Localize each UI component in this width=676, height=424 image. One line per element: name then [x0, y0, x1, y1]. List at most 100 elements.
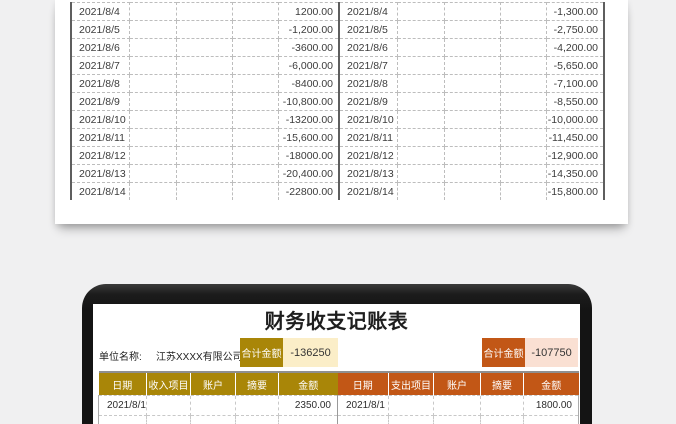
empty-cell	[397, 129, 444, 147]
table-row: 2021/8/5 -1,200.00 2021/8/5 -2,750.00	[71, 21, 604, 39]
table-row: 2021/8/11 -15,600.00 2021/8/11 -11,450.0…	[71, 129, 604, 147]
empty-cell	[397, 21, 444, 39]
table-row: 2021/8/7 -6,000.00 2021/8/7 -5,650.00	[71, 57, 604, 75]
header-expense-date: 日期	[338, 372, 389, 396]
empty-cell	[176, 147, 232, 165]
empty-cell	[397, 147, 444, 165]
empty-cell	[232, 39, 278, 57]
empty-cell	[444, 3, 500, 21]
top-ledger-table: 2021/8/4 1200.00 2021/8/4 -1,300.00 2021…	[70, 2, 605, 200]
income-date-cell: 2021/8/12	[71, 147, 129, 165]
empty-cell	[129, 165, 176, 183]
expense-amount-cell: -4,200.00	[546, 39, 604, 57]
income-amount-cell: -13200.00	[278, 111, 339, 129]
income-total-label-badge: 合计金额	[240, 338, 283, 367]
empty-cell	[232, 165, 278, 183]
empty-cell	[176, 75, 232, 93]
ledger-sheet-preview: 2021/8/4 1200.00 2021/8/4 -1,300.00 2021…	[55, 0, 628, 224]
expense-amount-cell: -11,450.00	[546, 129, 604, 147]
expense-amount-cell: -7,100.00	[546, 75, 604, 93]
empty-cell	[338, 416, 389, 424]
top-ledger-rows: 2021/8/4 1200.00 2021/8/4 -1,300.00 2021…	[71, 3, 604, 201]
empty-cell	[176, 39, 232, 57]
income-amount-cell: -8400.00	[278, 75, 339, 93]
empty-cell	[232, 3, 278, 21]
table-row: 2021/8/14 -22800.00 2021/8/14 -15,800.00	[71, 183, 604, 201]
income-amount-cell: -15,600.00	[278, 129, 339, 147]
income-amount-cell: -3600.00	[278, 39, 339, 57]
income-total-value: -136250	[283, 338, 338, 367]
table-row: 2021/8/9 -10,800.00 2021/8/9 -8,550.00	[71, 93, 604, 111]
empty-cell	[232, 93, 278, 111]
empty-cell	[500, 129, 546, 147]
empty-cell	[444, 39, 500, 57]
income-amount-cell: -18000.00	[278, 147, 339, 165]
empty-cell	[176, 111, 232, 129]
expense-amount-cell: -2,750.00	[546, 21, 604, 39]
empty-cell	[176, 93, 232, 111]
empty-cell	[147, 416, 191, 424]
empty-cell	[191, 396, 236, 416]
expense-date-cell: 2021/8/4	[339, 3, 397, 21]
expense-amount-cell: -15,800.00	[546, 183, 604, 201]
expense-total-label-badge: 合计金额	[482, 338, 525, 367]
empty-cell	[129, 183, 176, 201]
header-expense-summary: 摘要	[481, 372, 524, 396]
empty-cell	[232, 21, 278, 39]
expense-amount-cell: -5,650.00	[546, 57, 604, 75]
empty-cell	[500, 93, 546, 111]
empty-cell	[481, 416, 524, 424]
empty-cell	[279, 416, 338, 424]
empty-cell	[176, 3, 232, 21]
empty-cell	[444, 165, 500, 183]
header-income-date: 日期	[99, 372, 147, 396]
income-date-cell: 2021/8/6	[71, 39, 129, 57]
company-name-label: 单位名称:	[99, 348, 142, 363]
empty-cell	[129, 75, 176, 93]
header-expense-account: 账户	[434, 372, 481, 396]
empty-cell	[444, 21, 500, 39]
empty-cell	[500, 147, 546, 165]
empty-cell	[129, 21, 176, 39]
empty-cell	[434, 416, 481, 424]
expense-date-cell: 2021/8/1	[338, 396, 389, 416]
income-amount-cell: -20,400.00	[278, 165, 339, 183]
header-income-amount: 金额	[279, 372, 338, 396]
income-amount-cell: -22800.00	[278, 183, 339, 201]
empty-cell	[176, 21, 232, 39]
empty-cell	[236, 416, 279, 424]
income-date-cell: 2021/8/8	[71, 75, 129, 93]
header-income-account: 账户	[191, 372, 236, 396]
empty-cell	[232, 111, 278, 129]
income-amount-cell: -1,200.00	[278, 21, 339, 39]
income-amount-cell: 1200.00	[278, 3, 339, 21]
header-row: 日期 收入项目 账户 摘要 金额 日期 支出项目 账户 摘要 金额	[99, 372, 579, 396]
company-name-value: 江苏XXXX有限公司	[156, 348, 243, 363]
empty-cell	[129, 39, 176, 57]
empty-cell	[444, 57, 500, 75]
income-date-cell: 2021/8/14	[71, 183, 129, 201]
income-date-cell: 2021/8/4	[71, 3, 129, 21]
empty-cell	[500, 111, 546, 129]
empty-cell	[444, 129, 500, 147]
empty-cell	[129, 3, 176, 21]
expense-date-cell: 2021/8/5	[339, 21, 397, 39]
income-amount-cell: -6,000.00	[278, 57, 339, 75]
empty-cell	[500, 75, 546, 93]
empty-cell	[236, 396, 279, 416]
empty-cell	[232, 75, 278, 93]
empty-cell	[191, 416, 236, 424]
tablet-mockup-frame: 财务收支记账表 单位名称: 江苏XXXX有限公司 合计金额 -136250 合计…	[82, 284, 592, 424]
expense-date-cell: 2021/8/8	[339, 75, 397, 93]
empty-cell	[500, 39, 546, 57]
expense-amount-cell: -12,900.00	[546, 147, 604, 165]
income-amount-cell: -10,800.00	[278, 93, 339, 111]
empty-cell	[397, 75, 444, 93]
empty-cell	[397, 57, 444, 75]
expense-amount-cell: -10,000.00	[546, 111, 604, 129]
table-row: 2021/8/1 2350.00 2021/8/1 1800.00	[99, 396, 579, 416]
table-row: 2021/8/13 -20,400.00 2021/8/13 -14,350.0…	[71, 165, 604, 183]
expense-date-cell: 2021/8/12	[339, 147, 397, 165]
expense-total-value: -107750	[525, 338, 578, 367]
empty-cell	[500, 21, 546, 39]
